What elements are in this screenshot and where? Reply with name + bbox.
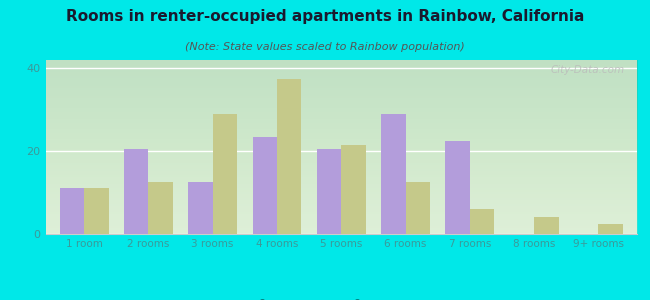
Bar: [277, 79, 302, 234]
Bar: [84, 188, 109, 234]
Bar: [213, 114, 237, 234]
Bar: [341, 145, 366, 234]
Text: Rooms in renter-occupied apartments in Rainbow, California: Rooms in renter-occupied apartments in R…: [66, 9, 584, 24]
Bar: [470, 209, 494, 234]
Bar: [406, 182, 430, 234]
Bar: [599, 224, 623, 234]
Bar: [188, 182, 213, 234]
Bar: [60, 188, 84, 234]
Bar: [317, 149, 341, 234]
Bar: [534, 218, 558, 234]
Bar: [124, 149, 148, 234]
Bar: [381, 114, 406, 234]
Text: (Note: State values scaled to Rainbow population): (Note: State values scaled to Rainbow po…: [185, 42, 465, 52]
Legend: Rainbow, California: Rainbow, California: [245, 295, 437, 300]
Bar: [148, 182, 173, 234]
Text: City-Data.com: City-Data.com: [551, 65, 625, 75]
Bar: [253, 136, 277, 234]
Bar: [445, 141, 470, 234]
